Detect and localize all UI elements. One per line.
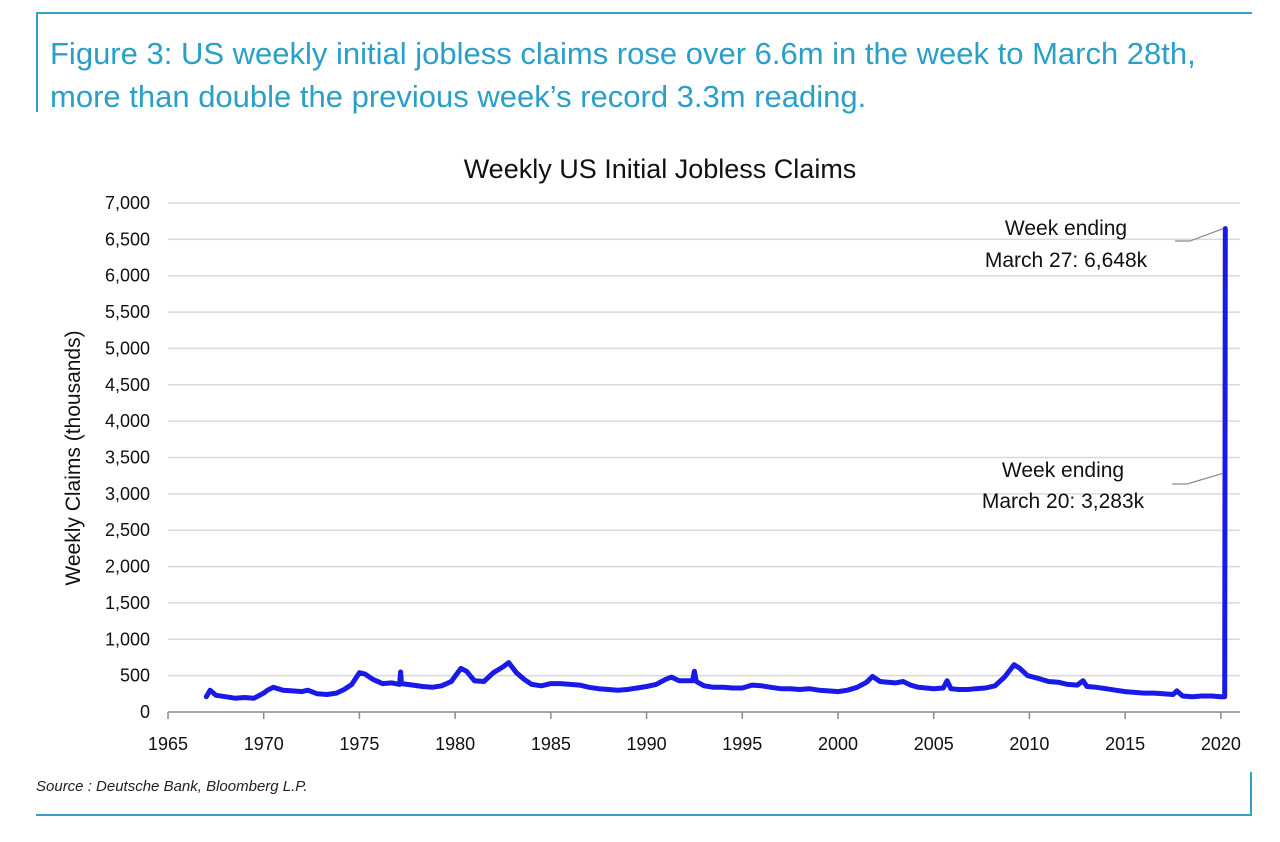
y-tick-label: 1,000 xyxy=(105,629,150,649)
x-tick-label: 2010 xyxy=(1009,734,1049,754)
y-tick-label: 3,000 xyxy=(105,484,150,504)
y-axis-label: Weekly Claims (thousands) xyxy=(62,330,85,585)
y-tick-label: 3,500 xyxy=(105,448,150,468)
y-tick-label: 7,000 xyxy=(105,193,150,213)
annotation-label: Week ending xyxy=(1005,217,1127,240)
annotation-label: March 20: 3,283k xyxy=(982,490,1145,513)
x-tick-label: 2005 xyxy=(914,734,954,754)
series-line xyxy=(203,226,1228,701)
annotation-layer: Week ending March 27: 6,648k Week ending Ma… xyxy=(982,217,1224,513)
x-tick-label: 1985 xyxy=(531,734,571,754)
y-tick-label: 2,000 xyxy=(105,557,150,577)
x-tick-label: 1980 xyxy=(435,734,475,754)
y-tick-label: 500 xyxy=(120,666,150,686)
y-tick-label: 0 xyxy=(140,702,150,722)
x-tick-label: 2015 xyxy=(1105,734,1145,754)
y-tick-label: 5,000 xyxy=(105,338,150,358)
source-note: Source : Deutsche Bank, Bloomberg L.P. xyxy=(36,778,308,795)
y-tick-label: 4,500 xyxy=(105,375,150,395)
series-layer xyxy=(203,226,1228,701)
y-tick-label: 4,000 xyxy=(105,411,150,431)
axis-layer: 0 500 1,000 1,500 2,000 2,500 3,000 3,500 4,000 4… xyxy=(105,193,1241,754)
x-tick-label: 2000 xyxy=(818,734,858,754)
x-tick-label: 2020 xyxy=(1201,734,1241,754)
x-tick-label: 1995 xyxy=(722,734,762,754)
figure-title: Figure 3: US weekly initial jobless clai… xyxy=(50,36,1196,114)
annotation-label: March 27: 6,648k xyxy=(985,249,1148,272)
y-tick-label: 2,500 xyxy=(105,520,150,540)
line-chart: 0 500 1,000 1,500 2,000 2,500 3,000 3,500 4,000 4… xyxy=(62,154,1241,754)
grid-layer xyxy=(168,202,1240,677)
y-tick-label: 6,000 xyxy=(105,266,150,286)
footer-rule xyxy=(36,814,1252,816)
footer-rule-vertical xyxy=(1250,772,1252,816)
figure-header: Figure 3: US weekly initial jobless clai… xyxy=(36,12,1252,114)
x-tick-label: 1975 xyxy=(339,734,379,754)
annotation-leader xyxy=(1186,472,1224,485)
x-tick-label: 1965 xyxy=(148,734,188,754)
x-tick-label: 1970 xyxy=(244,734,284,754)
annotation-label: Week ending xyxy=(1002,459,1124,482)
y-tick-label: 1,500 xyxy=(105,593,150,613)
x-tick-label: 1990 xyxy=(627,734,667,754)
annotation-leader xyxy=(1189,228,1224,242)
y-tick-label: 5,500 xyxy=(105,302,150,322)
chart-title: Weekly US Initial Jobless Claims xyxy=(464,154,857,184)
y-tick-label: 6,500 xyxy=(105,229,150,249)
